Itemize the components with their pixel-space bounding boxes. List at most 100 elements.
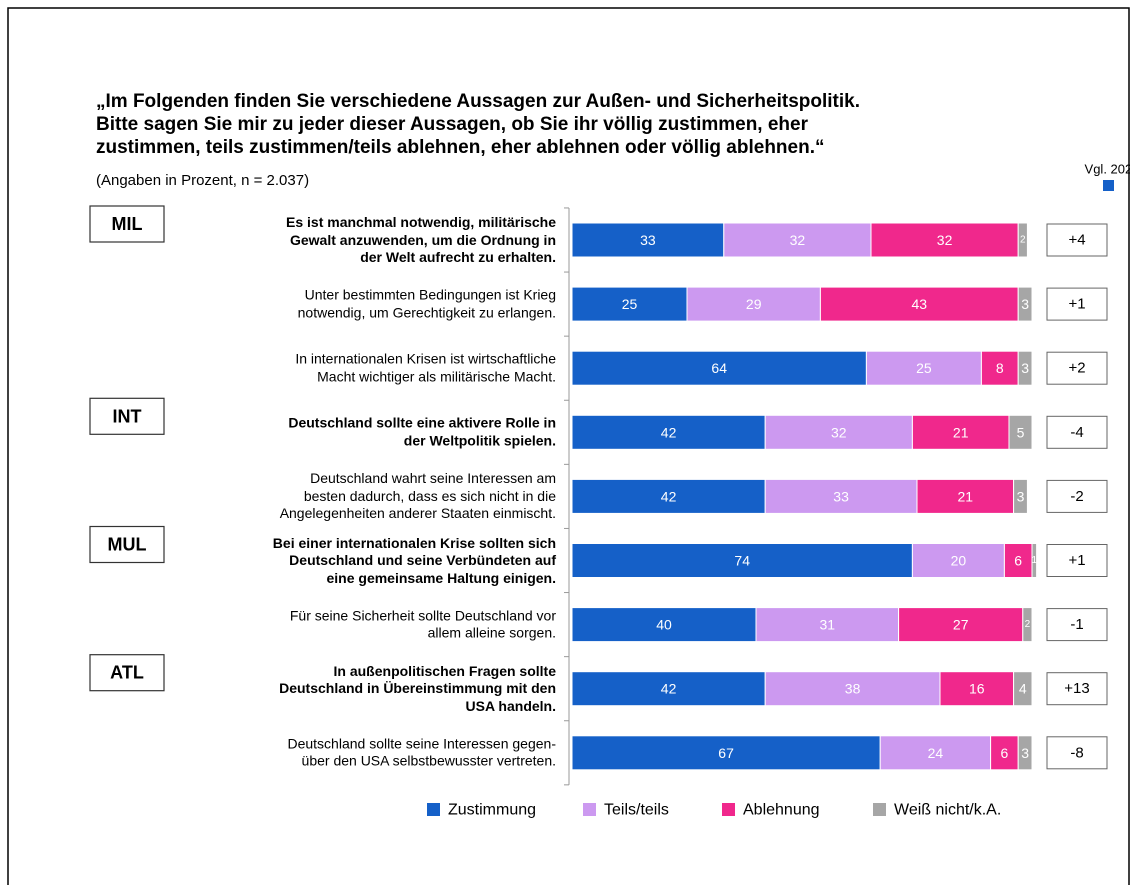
bar-segment [571,478,766,514]
legend-label: Weiß nicht/k.A. [894,802,1001,819]
value-label: 32 [790,232,806,248]
comparison-box [1046,736,1108,770]
value-label: 29 [746,296,762,312]
group-label: MIL [112,214,143,234]
bar-segment [1017,286,1033,322]
group-label: MUL [108,535,147,555]
legend-label: Teils/teils [604,802,669,819]
comparison-value: -1 [1070,616,1083,633]
value-label: 27 [953,617,969,633]
comparison-label: Vgl. 2020 [1085,162,1130,177]
comparison-value: +4 [1068,232,1085,249]
group-label: INT [113,406,142,426]
value-label: 25 [916,360,932,376]
legend-swatch [722,803,735,816]
value-label: 3 [1021,745,1029,761]
bar-segment [571,735,881,771]
bar-segment [571,286,688,322]
comparison-box [1046,544,1108,577]
value-label: 67 [718,745,734,761]
category-label: Bei einer internationalen Krise sollten … [272,534,556,586]
value-label: 42 [661,488,677,504]
bar-segment [1013,478,1028,514]
group-box [89,525,165,564]
group-label: ATL [110,663,144,683]
value-label: 42 [661,681,677,697]
bar-segment [1003,543,1033,578]
value-label: 33 [640,232,656,248]
group-box [89,397,165,435]
chart-title: „Im Folgenden finden Sie verschiedene Au… [96,91,860,158]
value-label: 8 [996,360,1004,376]
category-label: Deutschland sollte eine aktivere Rolle i… [288,414,556,449]
legend-label: Ablehnung [743,802,820,819]
value-label: 31 [820,617,836,633]
comparison-value: +1 [1068,552,1085,569]
value-label: 3 [1021,296,1029,312]
bar-segment [1013,671,1033,707]
value-label: 6 [1001,745,1009,761]
value-label: 40 [656,617,672,633]
group-box [89,205,165,243]
bar-segment [990,735,1019,771]
bar-segment [571,607,757,643]
legend-swatch [583,803,596,816]
bar-segment [764,671,941,707]
legend-swatch [427,803,440,816]
value-label: 32 [937,232,953,248]
comparison-box [1046,415,1108,449]
value-label: 1 [1032,555,1038,566]
bar-segment [980,350,1019,386]
bar-segment [1008,414,1033,450]
bar-segment [723,222,872,258]
legend-swatch [873,803,886,816]
bar-segment [1017,350,1033,386]
category-label: Deutschland sollte seine Interessen gege… [287,735,556,769]
value-label: 38 [845,681,861,697]
category-label: In außenpolitischen Fragen sollte Deutsc… [279,662,556,714]
value-label: 74 [734,553,750,569]
value-label: 21 [958,488,974,504]
bar-segment [571,414,766,450]
bar-segment [571,671,766,707]
bar-segment [1031,543,1038,578]
value-label: 43 [912,296,928,312]
bar-segment [819,286,1019,322]
value-label: 21 [953,424,969,440]
comparison-box [1046,672,1108,706]
comparison-marker [1103,180,1114,191]
bar-segment [911,543,1005,578]
bar-segment [571,350,867,386]
value-label: 25 [622,296,638,312]
value-label: 4 [1019,681,1027,697]
category-label: Es ist manchmal notwendig, militärische … [286,213,556,265]
value-label: 42 [661,424,677,440]
comparison-box [1046,223,1108,257]
value-label: 33 [833,488,849,504]
bar-segment [764,478,918,514]
value-label: 24 [928,745,944,761]
legend-label: Zustimmung [448,802,536,819]
bar-segment [879,735,992,771]
value-label: 3 [1021,360,1029,376]
value-label: 32 [831,424,847,440]
bar-segment [1017,222,1028,258]
bar-segment [916,478,1015,514]
comparison-value: -4 [1070,424,1083,441]
chart-subtitle: (Angaben in Prozent, n = 2.037) [96,172,310,189]
group-box [89,654,165,692]
comparison-value: -2 [1070,488,1083,505]
value-label: 6 [1014,553,1022,569]
bar-segment [571,543,913,578]
value-label: 3 [1017,488,1025,504]
value-label: 16 [969,681,985,697]
comparison-box [1046,287,1108,321]
bar-segment [1017,735,1033,771]
value-label: 2 [1020,235,1026,246]
value-label: 5 [1017,424,1025,440]
category-label: Für seine Sicherheit sollte Deutschland … [289,607,556,641]
comparison-value: -8 [1070,744,1083,761]
value-label: 20 [951,553,967,569]
